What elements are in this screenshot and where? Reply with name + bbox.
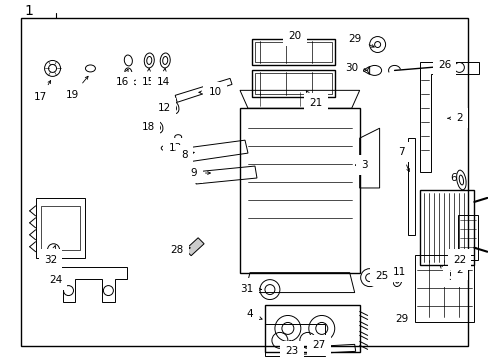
Text: 20: 20	[288, 31, 301, 41]
Text: 25: 25	[374, 271, 387, 281]
Text: 27: 27	[311, 340, 325, 350]
Text: 2: 2	[447, 113, 462, 123]
Text: 23: 23	[285, 340, 298, 356]
Text: 26: 26	[437, 60, 450, 71]
Bar	[457, 215, 477, 260]
Text: 30: 30	[345, 63, 366, 73]
Text: 22: 22	[452, 255, 465, 265]
Text: 5: 5	[439, 265, 454, 282]
Text: 28: 28	[170, 245, 190, 255]
Text: 4: 4	[246, 310, 262, 319]
Text: 16: 16	[116, 69, 129, 87]
Text: 14: 14	[156, 68, 169, 87]
Text: 6: 6	[449, 173, 456, 183]
Text: 11: 11	[392, 267, 406, 276]
Bar	[264, 305, 359, 352]
Text: 31: 31	[240, 284, 261, 293]
Text: 15: 15	[142, 68, 155, 87]
Polygon shape	[185, 238, 203, 256]
Text: 21: 21	[305, 91, 322, 108]
Bar	[240, 108, 359, 273]
Text: 3: 3	[355, 160, 367, 170]
Bar	[264, 324, 324, 356]
Bar	[414, 255, 473, 323]
Text: 29: 29	[347, 33, 373, 47]
Text: 7: 7	[397, 147, 408, 172]
Bar	[41, 206, 81, 250]
Text: 12: 12	[157, 103, 170, 113]
Text: 9: 9	[190, 168, 210, 178]
Bar	[419, 190, 473, 265]
Text: 32: 32	[44, 246, 57, 265]
Text: 24: 24	[49, 275, 62, 285]
Text: 8: 8	[181, 150, 194, 160]
Bar	[254, 73, 331, 94]
Text: 29: 29	[394, 314, 407, 324]
Text: 17: 17	[34, 81, 51, 102]
Text: 19: 19	[66, 76, 88, 100]
Text: 18: 18	[142, 122, 155, 132]
Text: 1: 1	[24, 4, 33, 18]
Text: 10: 10	[199, 87, 221, 97]
Bar	[254, 41, 331, 62]
Text: 2: 2	[449, 265, 462, 275]
Text: 13: 13	[168, 143, 182, 153]
